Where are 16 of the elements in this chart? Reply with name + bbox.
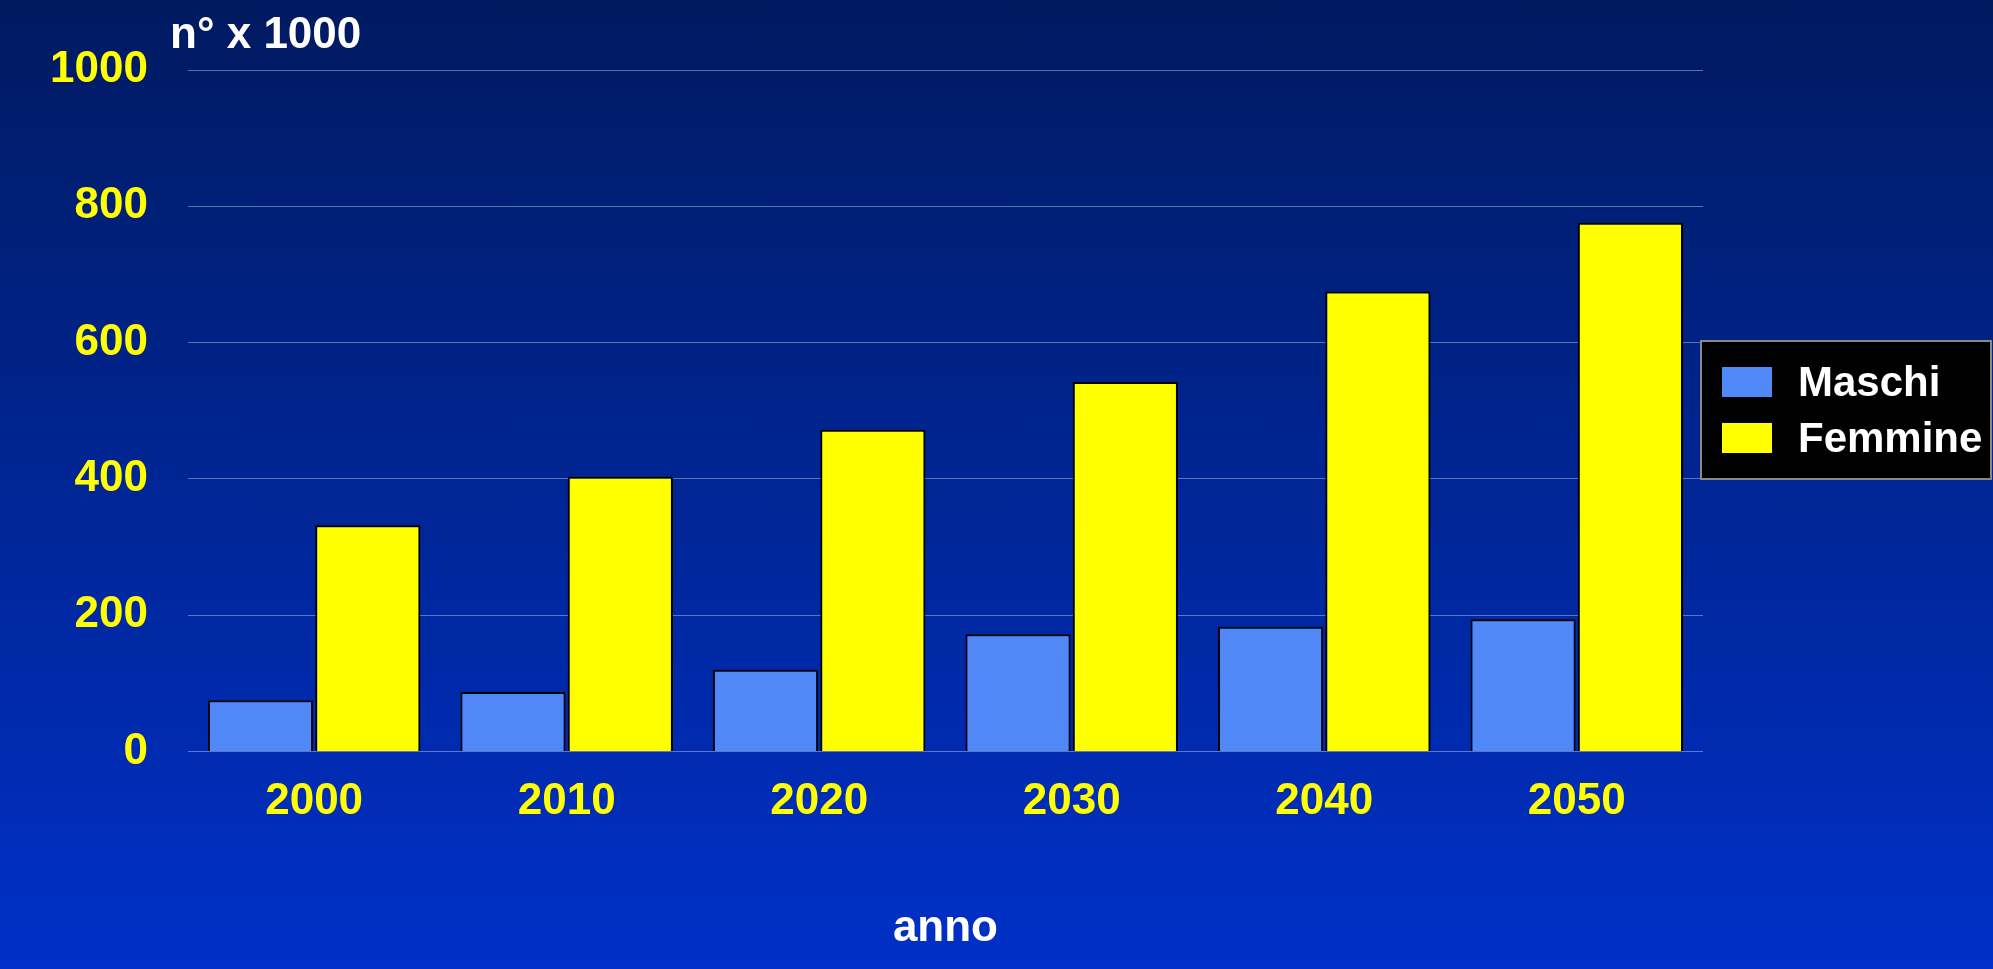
x-tick-label: 2040 [1275,773,1374,823]
y-tick-label: 1000 [49,42,148,92]
x-axis-title: anno [892,900,998,950]
legend-label: Femmine [1798,414,1983,462]
x-tick-label: 2010 [517,773,616,823]
x-tick-label: 2030 [1022,773,1121,823]
y-tick-label: 800 [74,178,148,228]
y-tick-label: 0 [123,723,148,773]
y-tick-label: 200 [74,587,148,637]
x-tick-label: 2020 [770,773,869,823]
x-tick-label: 2050 [1527,773,1626,823]
y-axis-title: n° x 1000 [170,8,362,58]
legend-label: Maschi [1798,358,1941,406]
y-tick-label: 600 [74,314,148,364]
x-tick-label: 2000 [265,773,364,823]
y-tick-label: 400 [74,450,148,500]
